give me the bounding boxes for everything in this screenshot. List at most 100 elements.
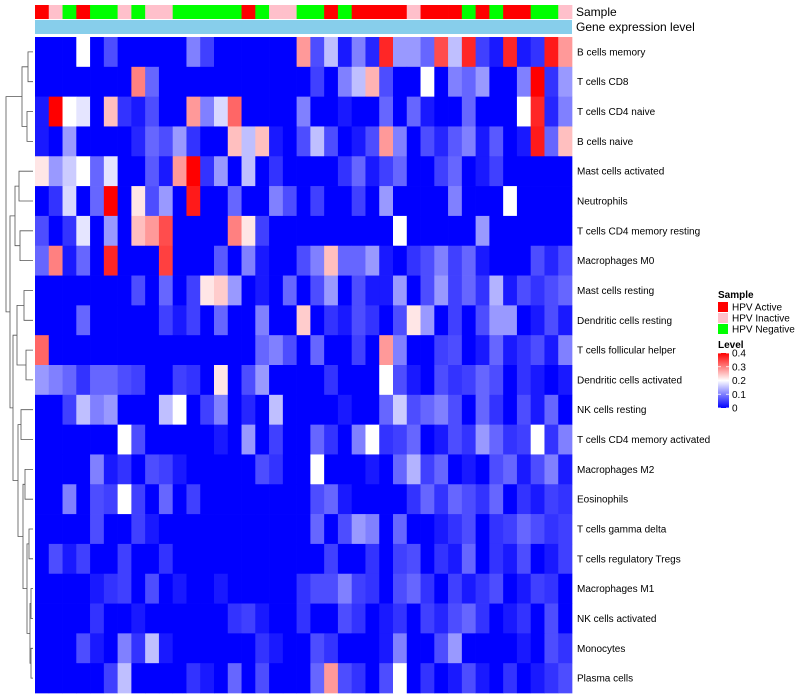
row-label: Monocytes	[577, 644, 625, 655]
heatmap-cell	[227, 335, 242, 366]
heatmap-cell	[103, 424, 118, 455]
heatmap-cell	[337, 424, 353, 455]
heatmap-cell	[544, 484, 559, 515]
heatmap-cell	[172, 126, 187, 157]
heatmap-cell	[296, 365, 311, 396]
heatmap-cell	[351, 633, 366, 664]
heatmap-cell	[516, 424, 532, 455]
heatmap-cell	[76, 633, 91, 664]
heatmap-cell	[145, 424, 160, 455]
heatmap-cell	[255, 305, 270, 336]
heatmap-cell	[461, 394, 476, 425]
heatmap-cell	[62, 215, 77, 247]
heatmap-cell	[379, 394, 394, 425]
heatmap-cell	[117, 424, 132, 455]
legend-sample-swatch	[718, 313, 728, 323]
heatmap-cell	[324, 633, 339, 664]
heatmap-cell	[448, 424, 463, 455]
heatmap-cell	[558, 484, 573, 515]
heatmap-cell	[35, 394, 50, 425]
heatmap-cell	[48, 394, 63, 425]
heatmap-cell	[310, 245, 325, 276]
heatmap-cell	[365, 514, 380, 545]
heatmap-cell	[282, 454, 297, 485]
sample-annotation-cell	[324, 5, 339, 19]
heatmap-cell	[503, 365, 518, 396]
heatmap-cell	[117, 37, 132, 68]
sample-annotation-cell	[393, 5, 408, 19]
heatmap-cell	[530, 66, 545, 97]
heatmap-cell	[117, 275, 132, 306]
heatmap-cell	[503, 543, 518, 575]
heatmap-cell	[282, 335, 297, 366]
heatmap-cell	[269, 96, 284, 127]
heatmap-cell	[434, 633, 449, 664]
heatmap-cell	[172, 454, 187, 485]
heatmap-cell	[530, 603, 545, 634]
heatmap-cell	[172, 66, 187, 97]
heatmap-cell	[393, 126, 408, 157]
heatmap-cell	[241, 424, 256, 455]
sample-annotation-cell	[475, 5, 490, 19]
heatmap-cell	[516, 245, 532, 276]
heatmap-cell	[544, 365, 559, 396]
heatmap-cell	[48, 305, 63, 336]
heatmap-cell	[434, 484, 449, 515]
heatmap-cell	[117, 573, 132, 604]
heatmap-cell	[310, 394, 325, 425]
legend-level-tick-label: 0.1	[732, 390, 746, 401]
heatmap-cell	[90, 394, 105, 425]
sample-annotation-cell	[282, 5, 297, 19]
heatmap-cell	[131, 37, 146, 68]
sample-annotation-cell	[351, 5, 366, 19]
heatmap-cell	[393, 603, 408, 634]
heatmap-cell	[351, 186, 366, 217]
heatmap-cell	[269, 37, 284, 68]
heatmap-cell	[255, 543, 270, 575]
heatmap-cell	[103, 96, 118, 127]
heatmap-cell	[117, 633, 132, 664]
heatmap-cell	[351, 484, 366, 515]
heatmap-cell	[324, 514, 339, 545]
heatmap-cell	[186, 245, 201, 276]
heatmap-cell	[214, 454, 229, 485]
heatmap-cell	[310, 335, 325, 366]
heatmap-cells	[35, 37, 573, 694]
heatmap-cell	[379, 96, 394, 127]
heatmap-cell	[379, 186, 394, 217]
heatmap-cell	[282, 663, 297, 694]
heatmap-cell	[365, 573, 380, 604]
heatmap-cell	[269, 156, 284, 187]
heatmap-cell	[420, 365, 435, 396]
heatmap-cell	[117, 305, 132, 336]
heatmap-cell	[337, 663, 353, 694]
dendrogram-branch	[26, 543, 30, 634]
heatmap-cell	[90, 305, 105, 336]
heatmap-cell	[172, 186, 187, 217]
heatmap-cell	[241, 663, 256, 694]
heatmap-cell	[76, 215, 91, 247]
heatmap-cell	[48, 96, 63, 127]
heatmap-cell	[117, 514, 132, 545]
heatmap-cell	[351, 394, 366, 425]
heatmap-cell	[461, 424, 476, 455]
row-label: B cells memory	[577, 47, 645, 58]
heatmap-cell	[214, 96, 229, 127]
heatmap-cell	[503, 394, 518, 425]
heatmap-cell	[76, 394, 91, 425]
heatmap-cell	[172, 335, 187, 366]
heatmap-cell	[186, 365, 201, 396]
heatmap-cell	[420, 543, 435, 575]
heatmap-cell	[131, 335, 146, 366]
heatmap-cell	[558, 663, 573, 694]
heatmap-cell	[365, 156, 380, 187]
heatmap-cell	[35, 633, 50, 664]
heatmap-cell	[62, 484, 77, 515]
heatmap-cell	[296, 603, 311, 634]
heatmap-cell	[255, 365, 270, 396]
heatmap-cell	[365, 454, 380, 485]
heatmap-cell	[76, 335, 91, 366]
heatmap-cell	[214, 335, 229, 366]
heatmap-cell	[530, 245, 545, 276]
